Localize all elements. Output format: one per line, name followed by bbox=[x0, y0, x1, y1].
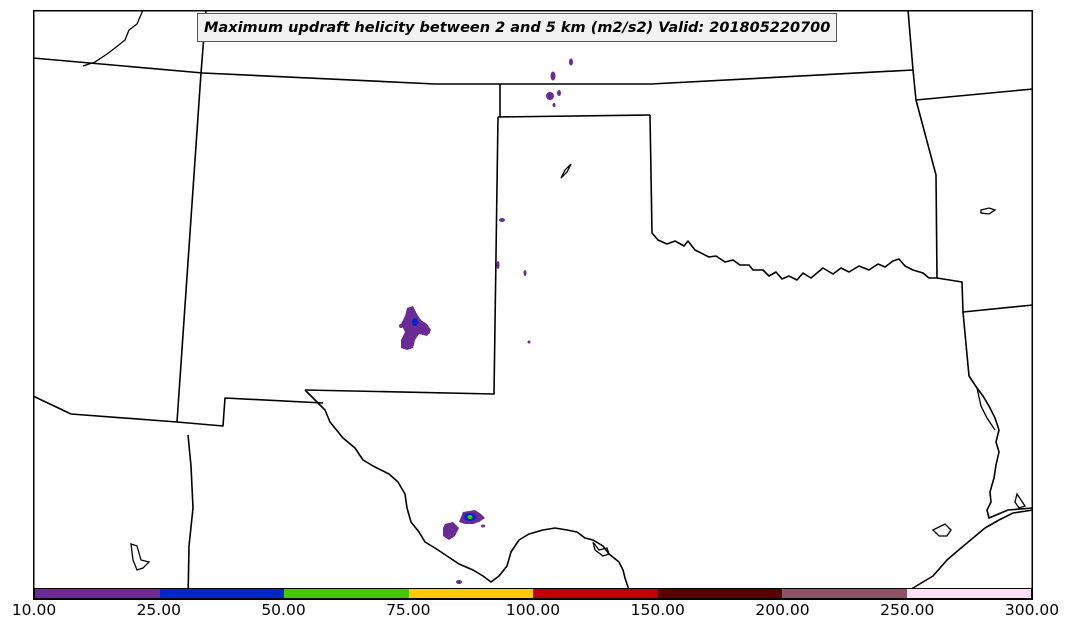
map-border bbox=[33, 10, 1033, 600]
colorbar-tick-label: 300.00 bbox=[1004, 601, 1060, 619]
border-kansas-north bbox=[497, 114, 651, 118]
border-colorado-east bbox=[176, 72, 324, 427]
border-northern-states bbox=[33, 57, 914, 85]
helicity-cell bbox=[426, 330, 430, 334]
helicity-cell bbox=[399, 324, 403, 328]
lake-feature-2 bbox=[980, 207, 997, 215]
helicity-cell bbox=[552, 103, 556, 107]
helicity-cluster-tx-2 bbox=[443, 522, 459, 540]
coastal-bays bbox=[931, 523, 952, 537]
helicity-cell bbox=[481, 524, 485, 528]
mississippi-channel bbox=[968, 375, 996, 431]
water-features bbox=[82, 10, 1027, 571]
colorbar-tick-label: 200.00 bbox=[755, 601, 810, 619]
colorbar-tick-label: 75.00 bbox=[386, 601, 431, 619]
border-rio-grande bbox=[304, 389, 634, 600]
border-missouri bbox=[936, 277, 1033, 313]
colorbar-segment bbox=[782, 589, 907, 598]
border-nm-az bbox=[187, 434, 194, 600]
helicity-cell bbox=[496, 261, 500, 269]
colorbar-segment bbox=[533, 589, 658, 598]
border-texas-la bbox=[968, 375, 1033, 519]
border-red-river bbox=[649, 114, 937, 281]
border-oklahoma-panhandle bbox=[304, 116, 499, 395]
colorbar-segment bbox=[657, 589, 782, 598]
colorbar-tick-label: 150.00 bbox=[630, 601, 685, 619]
colorbar-segment bbox=[35, 589, 160, 598]
helicity-cell bbox=[569, 58, 573, 66]
colorbar-segment bbox=[159, 589, 284, 598]
map-frame bbox=[33, 10, 1033, 600]
border-kansas-east bbox=[915, 99, 938, 279]
colorbar-tick-label: 250.00 bbox=[880, 601, 935, 619]
colorbar-tick-label: 100.00 bbox=[505, 601, 561, 619]
helicity-cell bbox=[557, 90, 561, 96]
helicity-core-nm bbox=[412, 318, 418, 326]
border-nebraska-kansas bbox=[907, 10, 1033, 101]
helicity-cell bbox=[456, 580, 462, 584]
colorbar bbox=[34, 588, 1032, 599]
colorbar-ticks: 10.00 25.00 50.00 75.00 100.00 150.00 20… bbox=[0, 601, 1070, 625]
map-title: Maximum updraft helicity between 2 and 5… bbox=[197, 13, 838, 42]
helicity-peak-tx bbox=[467, 515, 473, 519]
colorbar-segment bbox=[408, 589, 533, 598]
helicity-contours bbox=[399, 58, 573, 584]
lake-feature-1 bbox=[560, 163, 572, 179]
great-lakes-coast bbox=[82, 10, 144, 67]
helicity-cell bbox=[546, 92, 554, 100]
helicity-cell bbox=[523, 270, 527, 276]
border-gulf-coast bbox=[892, 509, 1033, 600]
colorbar-segment bbox=[906, 589, 1031, 598]
lake-feature-4 bbox=[592, 541, 610, 557]
coastal-bay-2 bbox=[1014, 492, 1027, 509]
helicity-cluster-nm bbox=[401, 306, 431, 350]
border-arkansas bbox=[962, 311, 970, 377]
helicity-cell bbox=[527, 340, 531, 344]
map-canvas bbox=[33, 10, 1033, 600]
state-borders bbox=[33, 10, 1033, 600]
colorbar-tick-label: 10.00 bbox=[11, 601, 57, 619]
colorbar-tick-label: 50.00 bbox=[261, 601, 306, 619]
colorbar-segment bbox=[284, 589, 409, 598]
helicity-cell bbox=[499, 218, 505, 222]
lake-feature-3 bbox=[130, 543, 151, 571]
colorbar-tick-label: 25.00 bbox=[136, 601, 181, 619]
helicity-cell bbox=[550, 71, 556, 81]
border-az-nm bbox=[33, 395, 178, 423]
